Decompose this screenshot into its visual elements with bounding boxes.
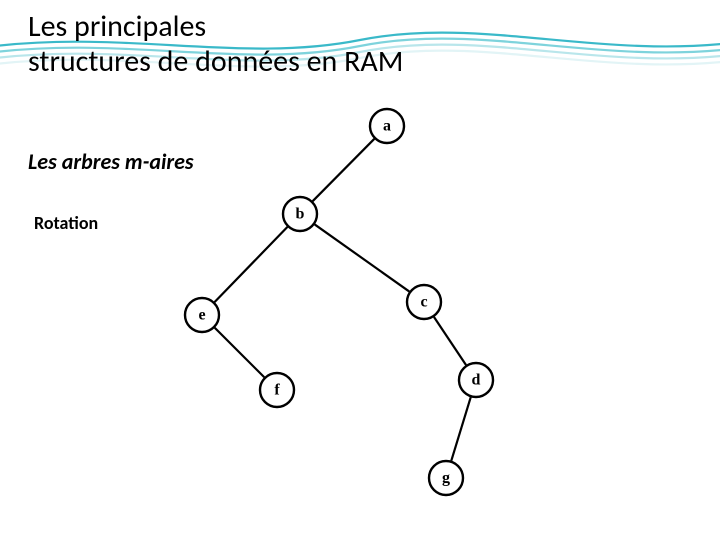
title-line-2: structures de données en RAM — [28, 45, 588, 80]
tree-edge — [451, 397, 470, 461]
tree-node-label: g — [442, 470, 450, 487]
tree-node-label: a — [383, 118, 391, 135]
tree-node-label: d — [472, 372, 481, 389]
tree-diagram: a b e f c d g — [140, 90, 570, 520]
tree-edge — [434, 317, 466, 365]
tree-node-label: e — [198, 307, 205, 324]
rotation-label: Rotation — [34, 212, 98, 234]
tree-edge — [215, 227, 288, 302]
tree-edge — [313, 139, 375, 201]
slide-title: Les principales structures de données en… — [28, 10, 588, 79]
tree-edge — [315, 224, 410, 291]
title-line-1: Les principales — [28, 10, 588, 45]
tree-edge — [215, 328, 265, 378]
tree-node-label: f — [274, 382, 280, 399]
tree-node-label: c — [420, 294, 427, 311]
tree-node-label: b — [296, 206, 305, 223]
